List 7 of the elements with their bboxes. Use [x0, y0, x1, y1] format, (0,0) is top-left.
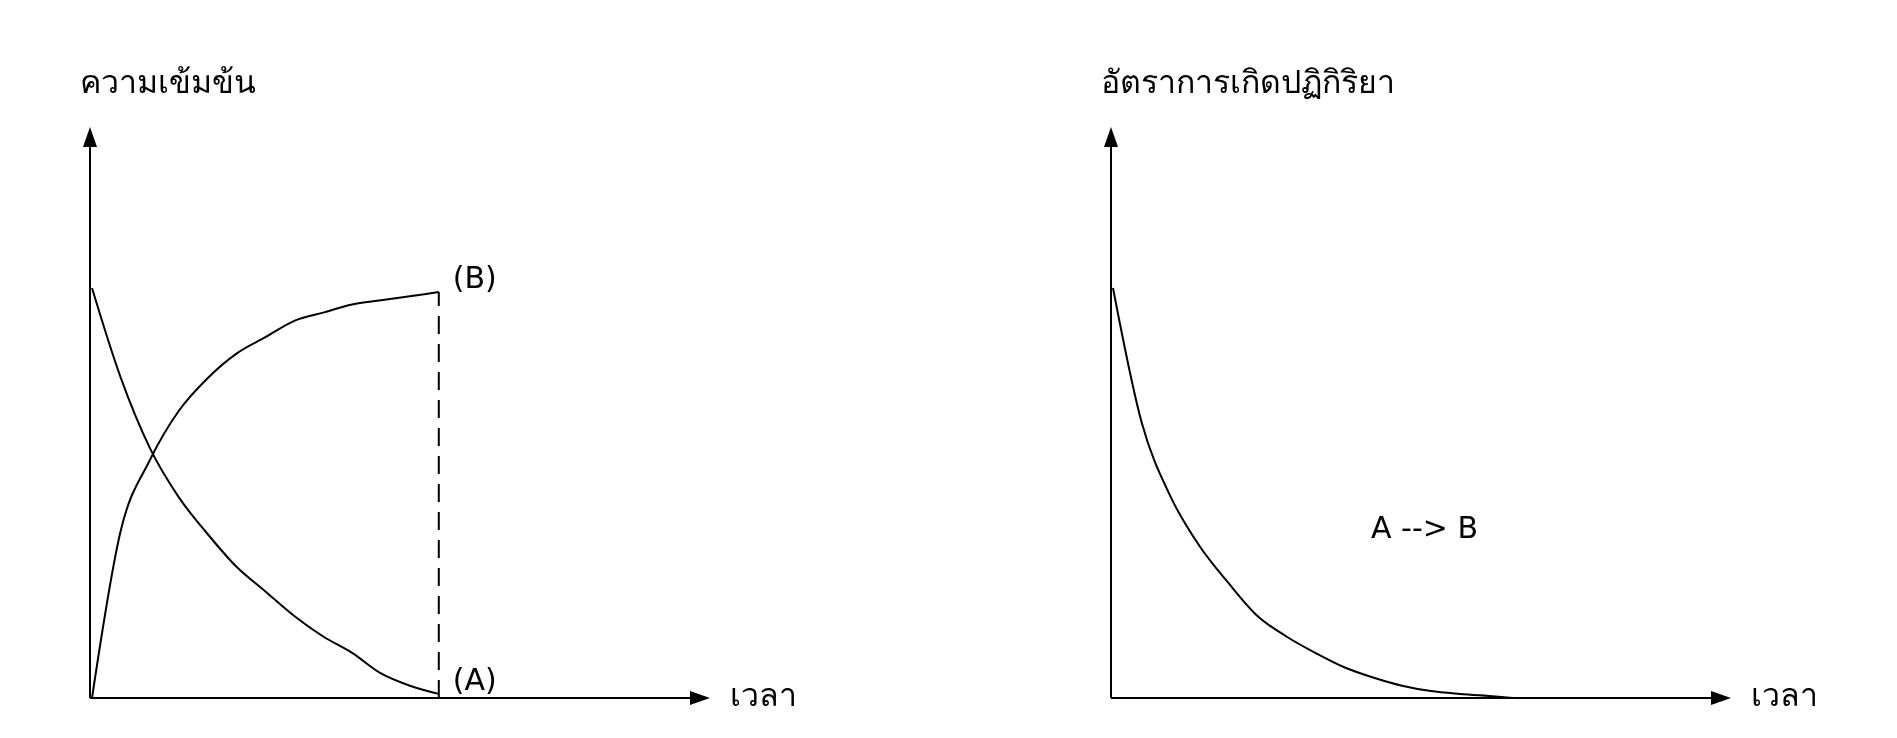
y-axis-title: อัตราการเกิดปฏิกิริยา: [1101, 63, 1395, 101]
series-label: (B): [452, 260, 497, 296]
x-axis-title: เวลา: [1751, 676, 1818, 714]
annotation: A --> B: [1371, 510, 1478, 545]
series-label: (A): [452, 661, 497, 697]
x-axis-title: เวลา: [730, 676, 797, 714]
y-axis-title: ความเข้มข้น: [80, 63, 256, 101]
